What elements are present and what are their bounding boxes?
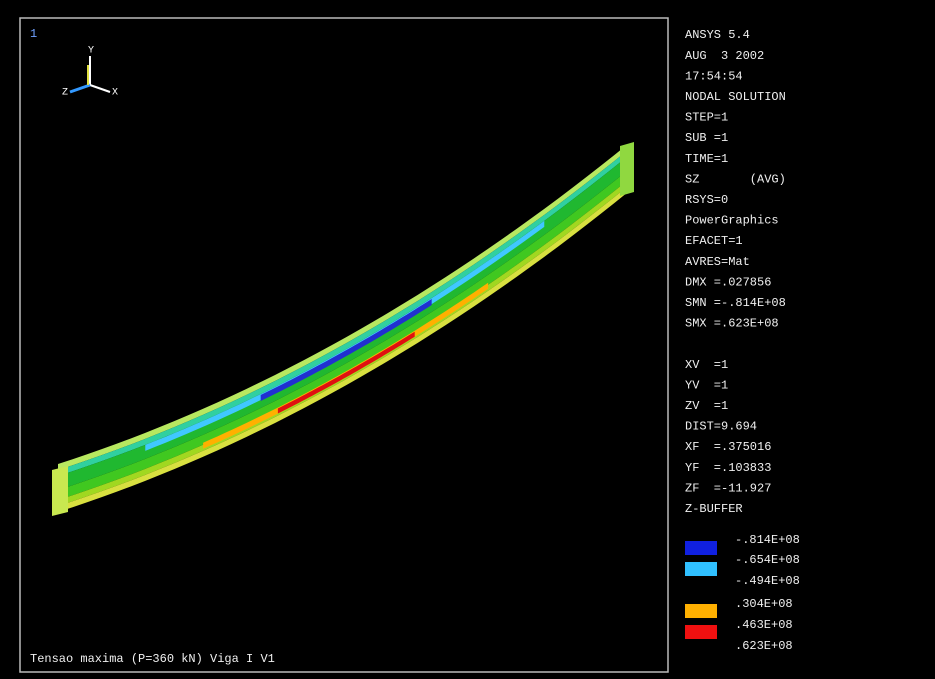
- info-line: 17:54:54: [685, 69, 743, 83]
- legend-swatch: [685, 625, 717, 639]
- window-number: 1: [30, 27, 37, 41]
- band: [58, 150, 628, 476]
- legend-labels: -.814E+08 -.654E+08 -.494E+08 .304E+08 .463E…: [735, 533, 800, 653]
- info-line: TIME=1: [685, 152, 728, 166]
- axis-label-y: Y: [88, 46, 94, 57]
- info-line: XV =1: [685, 358, 728, 372]
- legend-swatch: [685, 541, 717, 555]
- legend-label: .304E+08: [735, 597, 793, 611]
- beam-end: [620, 142, 634, 196]
- info-line: AVRES=Mat: [685, 255, 750, 269]
- axis-label-x: X: [112, 88, 118, 99]
- legend-label: .623E+08: [735, 639, 793, 653]
- info-line: RSYS=0: [685, 193, 728, 207]
- flange-top: [58, 144, 628, 470]
- graphics-window: 1 Y X Z Tensao maxima (P=360 kN) Viga I …: [0, 0, 935, 679]
- info-line: SMN =-.814E+08: [685, 296, 786, 310]
- info-line: NODAL SOLUTION: [685, 90, 786, 104]
- beam: [52, 142, 634, 516]
- axis-label-z: Z: [62, 88, 68, 99]
- legend-label: -.814E+08: [735, 533, 800, 547]
- info-line: ANSYS 5.4: [685, 28, 750, 42]
- info-line: ZV =1: [685, 399, 728, 413]
- ansys-screen: 1 Y X Z Tensao maxima (P=360 kN) Viga I …: [0, 0, 935, 679]
- legend-swatches: [685, 541, 717, 639]
- info-line: AUG 3 2002: [685, 49, 764, 63]
- triad-x: [90, 85, 110, 92]
- legend-swatch: [685, 604, 717, 618]
- legend-swatch: [685, 562, 717, 576]
- legend-label: -.654E+08: [735, 553, 800, 567]
- legend-label: -.494E+08: [735, 574, 800, 588]
- info-line: PowerGraphics: [685, 214, 779, 228]
- info-line: YF =.103833: [685, 461, 771, 475]
- triad-z: [70, 85, 90, 92]
- info-line: Z-BUFFER: [685, 502, 743, 516]
- legend-label: .463E+08: [735, 618, 793, 632]
- beam-end: [52, 466, 68, 516]
- info-line: ZF =-11.927: [685, 481, 771, 495]
- info-line: SUB =1: [685, 131, 728, 145]
- info-line: DIST=9.694: [685, 420, 757, 434]
- info-line: XF =.375016: [685, 440, 771, 454]
- info-line: EFACET=1: [685, 234, 743, 248]
- info-line: SMX =.623E+08: [685, 317, 779, 331]
- caption: Tensao maxima (P=360 kN) Viga I V1: [30, 652, 275, 666]
- triad: Y X Z: [62, 46, 118, 99]
- info-line: SZ (AVG): [685, 172, 786, 186]
- info-line: YV =1: [685, 378, 728, 392]
- info-panel: ANSYS 5.4 AUG 3 2002 17:54:54 NODAL SOLUTIO…: [685, 28, 786, 516]
- info-line: DMX =.027856: [685, 275, 771, 289]
- info-line: STEP=1: [685, 111, 728, 125]
